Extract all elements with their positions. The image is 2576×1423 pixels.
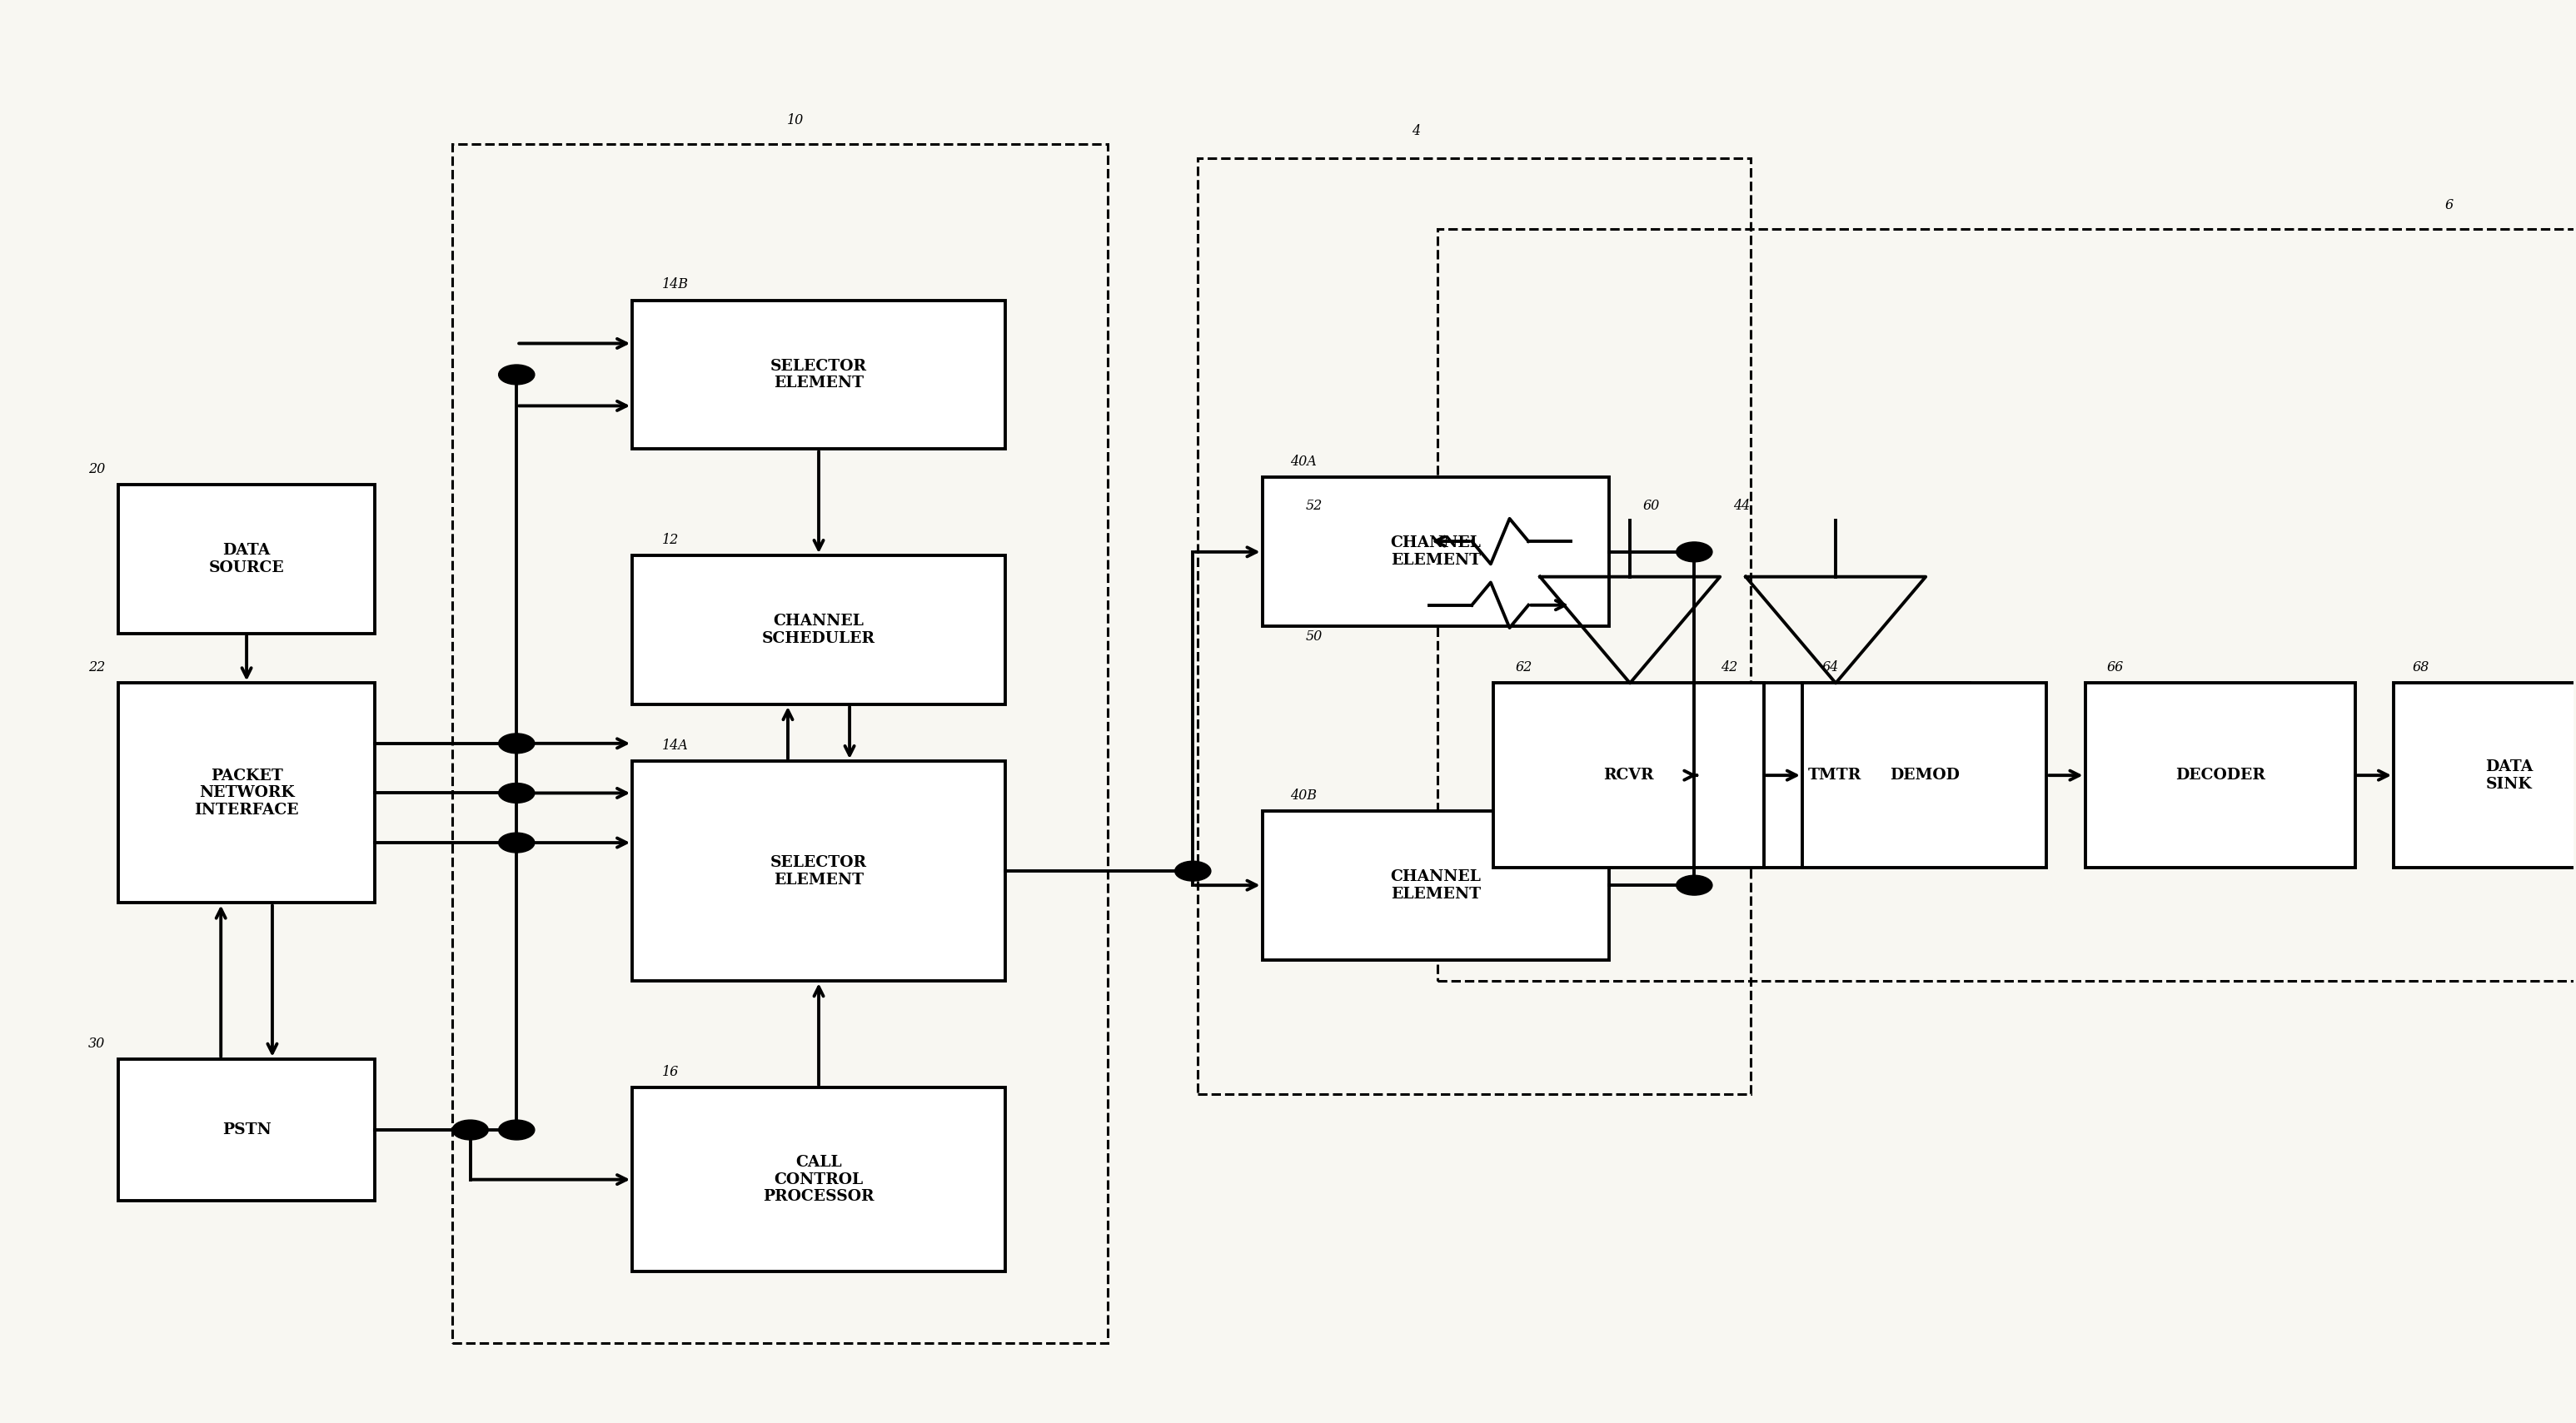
Text: 10: 10 (786, 112, 804, 127)
FancyBboxPatch shape (1700, 683, 1971, 868)
Text: 12: 12 (662, 532, 680, 546)
Text: DECODER: DECODER (2174, 768, 2264, 783)
Text: 44: 44 (1734, 499, 1749, 512)
Text: 22: 22 (88, 660, 106, 675)
Text: SELECTOR
ELEMENT: SELECTOR ELEMENT (770, 855, 868, 887)
Circle shape (453, 1120, 489, 1140)
FancyBboxPatch shape (1262, 478, 1610, 626)
Text: DATA
SINK: DATA SINK (2486, 760, 2532, 791)
FancyBboxPatch shape (118, 1059, 376, 1201)
FancyBboxPatch shape (2084, 683, 2354, 868)
Text: 16: 16 (662, 1064, 680, 1079)
Text: PACKET
NETWORK
INTERFACE: PACKET NETWORK INTERFACE (193, 768, 299, 818)
Text: DEMOD: DEMOD (1888, 768, 1960, 783)
Text: 42: 42 (1721, 660, 1739, 675)
FancyBboxPatch shape (631, 555, 1005, 704)
Text: 30: 30 (88, 1036, 106, 1050)
Text: RCVR: RCVR (1602, 768, 1654, 783)
Circle shape (1175, 861, 1211, 881)
Circle shape (1677, 542, 1713, 562)
Text: 20: 20 (88, 462, 106, 477)
Circle shape (500, 364, 536, 384)
Text: 40B: 40B (1291, 788, 1316, 803)
FancyBboxPatch shape (118, 485, 376, 633)
Text: CHANNEL
ELEMENT: CHANNEL ELEMENT (1391, 536, 1481, 568)
Text: 52: 52 (1306, 499, 1324, 512)
Text: 14B: 14B (662, 277, 688, 292)
FancyBboxPatch shape (118, 683, 376, 904)
Text: PSTN: PSTN (222, 1123, 270, 1137)
FancyBboxPatch shape (1262, 811, 1610, 959)
Circle shape (1677, 875, 1713, 895)
Text: 50: 50 (1306, 629, 1324, 643)
FancyBboxPatch shape (1494, 683, 1765, 868)
Circle shape (500, 832, 536, 852)
Text: 60: 60 (1643, 499, 1659, 512)
FancyBboxPatch shape (631, 761, 1005, 980)
Text: 64: 64 (1821, 660, 1839, 675)
Text: 66: 66 (2107, 660, 2123, 675)
Text: SELECTOR
ELEMENT: SELECTOR ELEMENT (770, 359, 868, 391)
Circle shape (500, 1120, 536, 1140)
FancyBboxPatch shape (1803, 683, 2045, 868)
Text: TMTR: TMTR (1808, 768, 1862, 783)
FancyBboxPatch shape (631, 300, 1005, 450)
Text: 68: 68 (2411, 660, 2429, 675)
Text: CHANNEL
ELEMENT: CHANNEL ELEMENT (1391, 869, 1481, 901)
Text: 40A: 40A (1291, 455, 1316, 470)
FancyBboxPatch shape (631, 1087, 1005, 1272)
Text: 14A: 14A (662, 739, 688, 753)
FancyBboxPatch shape (2393, 683, 2576, 868)
Text: CALL
CONTROL
PROCESSOR: CALL CONTROL PROCESSOR (762, 1154, 873, 1204)
Circle shape (500, 783, 536, 803)
Text: 4: 4 (1412, 124, 1419, 138)
Text: 6: 6 (2445, 198, 2452, 212)
Text: 62: 62 (1515, 660, 1533, 675)
Circle shape (500, 733, 536, 753)
Text: CHANNEL
SCHEDULER: CHANNEL SCHEDULER (762, 613, 876, 646)
Text: DATA
SOURCE: DATA SOURCE (209, 542, 283, 575)
